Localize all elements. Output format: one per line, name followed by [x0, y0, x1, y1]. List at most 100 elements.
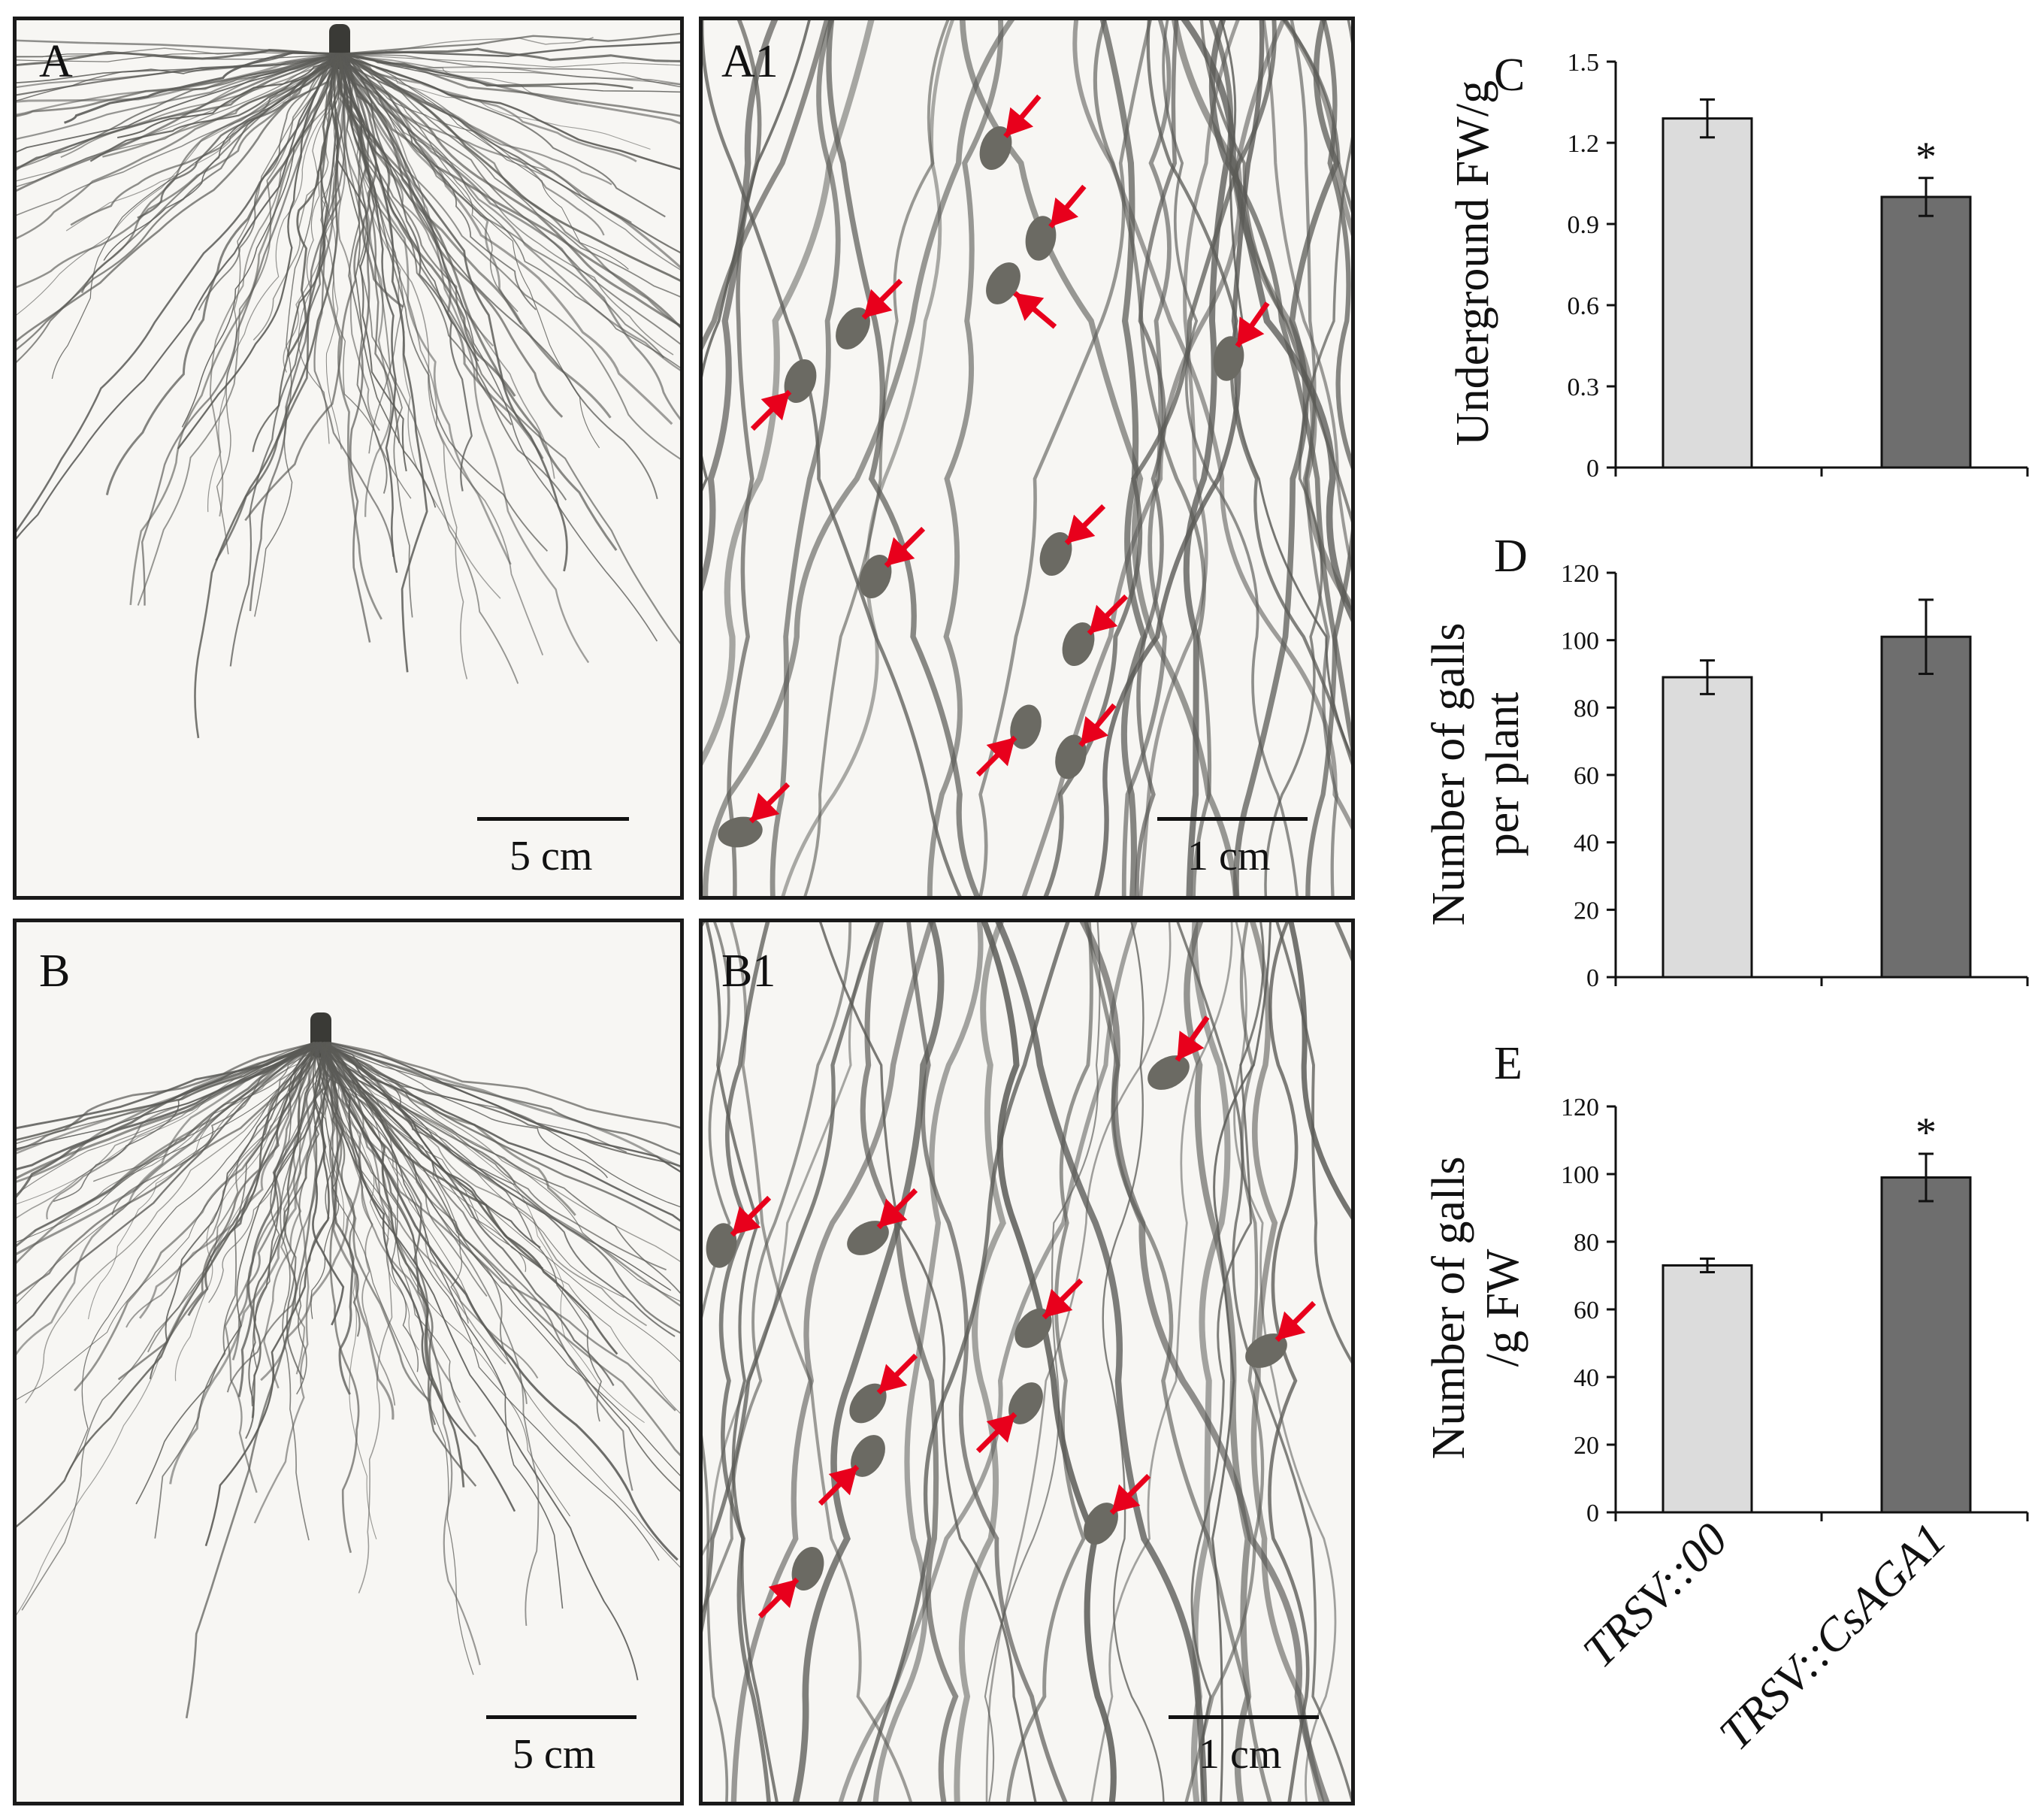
root-strand — [1211, 922, 1271, 1802]
root-strand — [17, 53, 341, 316]
root-strand — [325, 1041, 680, 1307]
root-strand — [322, 1042, 506, 1365]
gall — [1010, 704, 1042, 749]
gall-closeup-image-a1 — [703, 20, 1351, 896]
gall — [1213, 336, 1244, 381]
root-strand — [17, 53, 336, 343]
root-strand — [313, 53, 395, 557]
y-tick-label: 60 — [1574, 1297, 1599, 1324]
y-tick-label: 1.5 — [1568, 49, 1600, 77]
gall — [1062, 622, 1095, 667]
root-strand — [17, 53, 344, 103]
root-strand — [1099, 20, 1147, 896]
root-strand — [328, 1041, 680, 1129]
root-strand — [770, 20, 841, 896]
root-strand — [17, 1041, 326, 1130]
root-strand — [314, 1042, 564, 1609]
y-tick-label: 100 — [1561, 1161, 1599, 1189]
gall — [1055, 734, 1087, 779]
gall — [706, 1223, 737, 1268]
root-strand — [17, 1041, 319, 1152]
root-strand — [1138, 20, 1240, 896]
root-strand — [1275, 922, 1351, 1364]
root-strand — [1005, 922, 1093, 1802]
root-strand — [857, 922, 1070, 1802]
y-tick-label: 0.6 — [1568, 292, 1600, 320]
scale-label-a1: 1 cm — [1187, 833, 1271, 879]
root-strand — [334, 47, 680, 62]
root-strand — [73, 1042, 316, 1391]
root-strand — [224, 1042, 327, 1494]
root-strand — [17, 53, 334, 192]
root-strand — [102, 53, 346, 158]
red-arrow-head — [760, 392, 790, 421]
y-tick-label: 0 — [1586, 1500, 1599, 1527]
root-strand — [328, 1041, 680, 1173]
root-strand — [317, 1042, 609, 1179]
root-strand — [730, 922, 912, 1802]
root-strand — [1233, 20, 1340, 896]
root-strand — [906, 922, 1068, 1802]
gall — [1084, 1503, 1118, 1545]
root-system-image-a — [17, 24, 680, 739]
red-arrow-head — [1177, 1031, 1205, 1061]
root-strand — [340, 53, 537, 310]
root-strand — [17, 1042, 322, 1528]
red-arrow-head — [1277, 1311, 1306, 1340]
photo-panel-a: A 5 cm — [13, 17, 684, 900]
root-strand — [46, 1042, 317, 1220]
root-strand — [1090, 922, 1233, 1802]
root-strand — [336, 53, 680, 125]
red-arrow-head — [1089, 604, 1118, 634]
y-tick-label: 0 — [1586, 455, 1599, 483]
red-arrow-head — [986, 737, 1015, 767]
root-strand — [316, 1042, 680, 1302]
root-strand — [116, 53, 344, 139]
root-strand — [1183, 20, 1230, 896]
root-strand — [17, 53, 337, 170]
gall — [791, 1546, 824, 1591]
chart-c: C 0 0.3 0.6 0.9 1.2 1.5 Underground FW/g * — [1447, 49, 2029, 483]
root-strand — [237, 1042, 326, 1397]
bar-trsv-00 — [1662, 1264, 1753, 1514]
root-strand — [1305, 20, 1351, 896]
root-strand — [125, 1042, 317, 1328]
scale-bar-b — [486, 1715, 636, 1719]
root-strand — [17, 53, 337, 141]
panel-label-b1: B1 — [721, 946, 776, 997]
gall — [851, 1435, 885, 1477]
root-strand — [17, 53, 342, 60]
root-strand — [215, 53, 337, 561]
gall — [859, 554, 892, 599]
chart-d: D 0 20 40 60 80 100 120 Number of gallsper plant — [1423, 531, 2029, 992]
root-strand — [17, 1042, 322, 1400]
root-strand — [17, 53, 335, 533]
root-strand — [321, 1042, 680, 1334]
scale-bar-a1 — [1157, 817, 1308, 821]
root-strand — [323, 1042, 419, 1351]
red-arrow-head — [878, 1364, 908, 1393]
scale-label-b: 5 cm — [513, 1731, 596, 1778]
bar-trsv-csaga1 — [1880, 195, 1972, 469]
root-strand — [1079, 922, 1330, 1802]
gall — [849, 1383, 887, 1424]
root-strand — [337, 53, 680, 93]
root-strand — [286, 53, 336, 358]
root-strand — [826, 20, 981, 896]
root-strand — [17, 53, 347, 351]
red-arrow-head — [732, 1206, 761, 1235]
root-strand — [17, 53, 337, 89]
root-strand — [1102, 922, 1165, 1802]
root-strand — [105, 53, 343, 495]
root-strand — [21, 1042, 315, 1611]
root-strand — [141, 53, 344, 606]
root-strand — [135, 1042, 326, 1505]
photo-panel-b: B 5 cm — [13, 919, 684, 1805]
root-strand — [207, 53, 337, 513]
panel-label-e: E — [1494, 1038, 1522, 1089]
red-arrow-head — [886, 537, 915, 566]
root-strand — [333, 53, 680, 327]
gall — [1039, 531, 1072, 577]
root-strand — [17, 53, 337, 182]
root-strand — [17, 53, 336, 153]
